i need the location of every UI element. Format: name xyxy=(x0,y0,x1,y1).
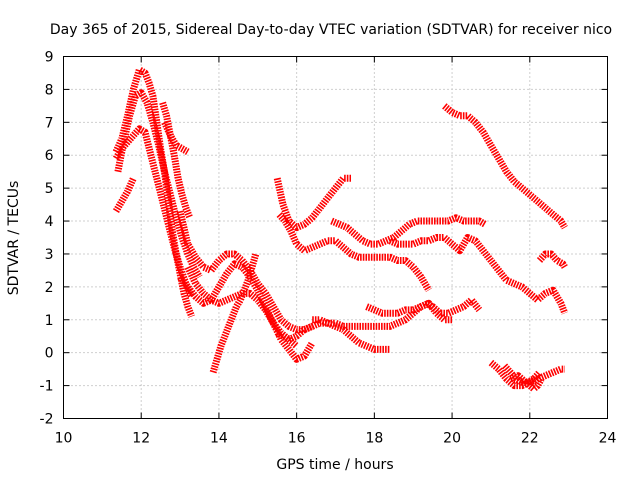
series-trace-19 xyxy=(442,103,568,230)
x-tick-label: 20 xyxy=(443,431,461,447)
y-tick-label: 4 xyxy=(45,214,54,230)
y-tick-label: 7 xyxy=(45,115,54,131)
x-tick-label: 24 xyxy=(599,431,617,447)
y-tick-label: 0 xyxy=(45,346,54,362)
series-trace-18 xyxy=(423,296,483,317)
series-trace-7 xyxy=(176,210,314,334)
axis-ticks xyxy=(63,56,608,419)
y-tick-label: 3 xyxy=(45,247,54,263)
y-tick-label: 6 xyxy=(45,148,54,164)
series-trace-15 xyxy=(330,214,487,248)
series-trace-6 xyxy=(161,120,190,155)
chart-title: Day 365 of 2015, Sidereal Day-to-day VTE… xyxy=(50,22,612,38)
series-trace-13 xyxy=(273,174,351,232)
series-trace-21 xyxy=(488,359,565,390)
series-trace-5 xyxy=(159,101,194,220)
x-tick-label: 18 xyxy=(365,431,383,447)
series-trace-4 xyxy=(112,176,137,213)
series-trace-22 xyxy=(501,363,543,386)
x-tick-label: 12 xyxy=(132,431,150,447)
series-trace-3 xyxy=(112,125,195,299)
x-tick-labels: 10 12 14 16 18 20 22 24 xyxy=(55,431,617,447)
y-axis-label: SDTVAR / TECUs xyxy=(6,181,22,296)
y-tick-label: 9 xyxy=(45,50,54,66)
series-trace-23 xyxy=(509,372,545,393)
series-trace-8 xyxy=(177,260,316,363)
x-tick-label: 10 xyxy=(55,431,73,447)
series-trace-12 xyxy=(312,300,431,330)
y-tick-label: 8 xyxy=(45,82,54,98)
y-tick-label: -2 xyxy=(40,412,54,428)
series-trace-10 xyxy=(209,253,260,374)
series-trace-16 xyxy=(388,234,569,315)
y-tick-label: 1 xyxy=(45,313,54,329)
x-tick-label: 16 xyxy=(288,431,306,447)
x-tick-label: 14 xyxy=(210,431,228,447)
grid xyxy=(63,56,608,419)
y-tick-label: 5 xyxy=(45,181,54,197)
y-tick-label: -1 xyxy=(40,379,54,395)
x-axis-label: GPS time / hours xyxy=(276,457,393,473)
series-trace-14 xyxy=(276,212,432,292)
data-series xyxy=(112,66,569,393)
y-tick-labels: -2 -1 0 1 2 3 4 5 6 7 8 9 xyxy=(40,50,54,428)
series-trace-2 xyxy=(114,89,203,279)
series-trace-20 xyxy=(536,250,568,269)
x-tick-label: 22 xyxy=(521,431,539,447)
y-tick-label: 2 xyxy=(45,280,54,296)
plot-frame xyxy=(63,56,608,419)
